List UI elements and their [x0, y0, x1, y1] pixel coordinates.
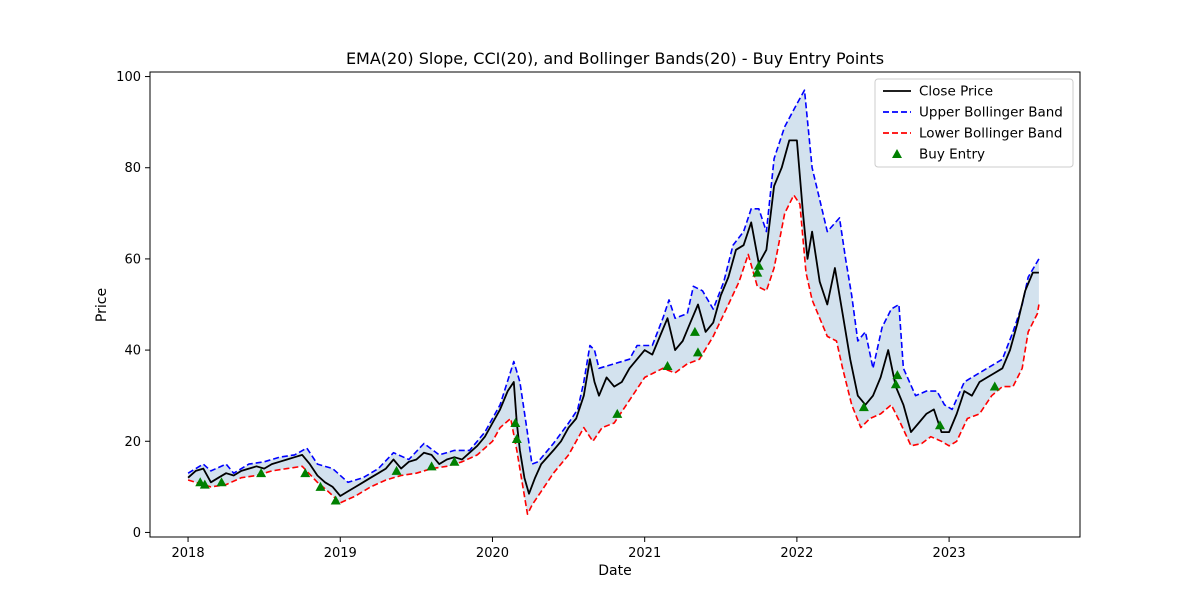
- x-tick-label: 2019: [324, 546, 357, 561]
- y-axis-label: Price: [94, 288, 110, 322]
- legend-label-lower-bollinger-band: Lower Bollinger Band: [919, 126, 1062, 142]
- x-tick-label: 2023: [933, 546, 966, 561]
- buy-entry-marker: [890, 379, 901, 389]
- chart-title: EMA(20) Slope, CCI(20), and Bollinger Ba…: [346, 49, 884, 68]
- legend-box: [874, 78, 1074, 168]
- y-tick-label: 80: [124, 161, 141, 176]
- x-tick-label: 2022: [780, 546, 813, 561]
- x-tick-label: 2018: [172, 546, 205, 561]
- buy-entry-marker: [689, 326, 700, 336]
- buy-entry-layer: [195, 260, 1000, 505]
- buy-entry-marker: [934, 420, 945, 430]
- buy-entry-marker: [330, 495, 341, 505]
- plot-frame: [149, 71, 1081, 538]
- close-price-line: [187, 139, 1039, 497]
- legend-label-close-price: Close Price: [919, 84, 993, 100]
- y-tick-label: 60: [124, 252, 141, 267]
- buy-entry-marker: [391, 465, 402, 475]
- x-axis: 2018 2019 2020 2021 2022 2023: [172, 537, 966, 561]
- x-tick-label: 2020: [476, 546, 509, 561]
- y-tick-label: 20: [124, 435, 141, 450]
- y-tick-label: 100: [116, 70, 141, 85]
- buy-entry-marker: [449, 456, 460, 466]
- buy-entry-marker: [511, 433, 522, 443]
- series-layer: [187, 89, 1040, 515]
- y-axis: 0 20 40 60 80 100: [116, 70, 150, 541]
- buy-entry-marker: [300, 468, 311, 478]
- buy-entry-marker: [199, 479, 210, 489]
- x-axis-label: Date: [598, 563, 631, 579]
- legend: Close Price Upper Bollinger Band Lower Bol…: [874, 78, 1074, 168]
- buy-entry-marker: [753, 260, 764, 270]
- buy-entry-marker: [858, 402, 869, 412]
- buy-entry-marker: [216, 477, 227, 487]
- buy-entry-marker: [989, 381, 1000, 391]
- y-tick-label: 40: [124, 344, 141, 359]
- x-tick-label: 2021: [628, 546, 661, 561]
- lower-bollinger-band-line: [187, 194, 1040, 515]
- buy-entry-marker: [612, 408, 623, 418]
- y-tick-label: 0: [133, 526, 141, 541]
- buy-entry-marker: [662, 361, 673, 371]
- buy-entry-marker: [752, 267, 763, 277]
- legend-label-upper-bollinger-band: Upper Bollinger Band: [919, 105, 1063, 121]
- buy-entry-marker: [892, 370, 903, 380]
- legend-label-buy-entry: Buy Entry: [919, 147, 985, 163]
- buy-entry-marker: [692, 347, 703, 357]
- legend-swatch-buy-entry: [892, 149, 902, 158]
- buy-entry-marker: [256, 468, 267, 478]
- buy-entry-marker: [315, 481, 326, 491]
- upper-bollinger-band-line: [187, 89, 1040, 484]
- buy-entry-marker: [510, 418, 521, 428]
- buy-entry-marker: [426, 461, 437, 471]
